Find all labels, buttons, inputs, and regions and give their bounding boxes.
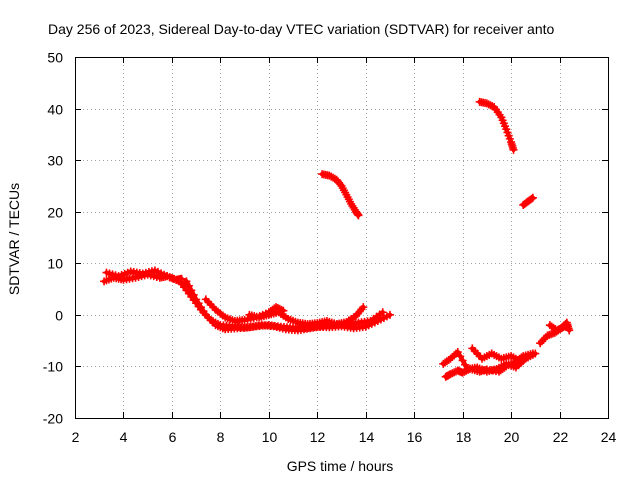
data-point: [486, 101, 495, 110]
data-point: [509, 145, 518, 154]
data-point: [359, 303, 368, 312]
y-tick-label: 10: [47, 256, 63, 272]
y-tick-label: 20: [47, 205, 63, 221]
x-tick-label: 20: [504, 429, 520, 445]
plot-frame: [75, 57, 609, 419]
x-tick-label: 8: [217, 429, 225, 445]
data-point: [453, 347, 462, 356]
x-tick-label: 6: [169, 429, 177, 445]
data-point: [451, 349, 460, 358]
data-point: [456, 352, 465, 361]
grid-lines: [75, 57, 608, 418]
y-tick-label: 30: [47, 153, 63, 169]
x-tick-label: 10: [262, 429, 278, 445]
data-point: [531, 349, 540, 358]
data-point: [516, 357, 525, 366]
x-axis-label: GPS time / hours: [287, 458, 394, 474]
series-track-l: [468, 344, 525, 366]
data-point: [458, 356, 467, 365]
data-point: [385, 310, 394, 319]
data-point: [528, 193, 537, 202]
series-track-n: [545, 318, 574, 335]
data-point: [184, 281, 193, 290]
y-tick-label: 0: [55, 308, 63, 324]
x-tick-label: 22: [553, 429, 569, 445]
data-point: [448, 369, 457, 378]
y-tick-label: 50: [47, 50, 63, 66]
series-track-f: [245, 303, 368, 329]
data-point: [488, 102, 497, 111]
data-point: [378, 308, 387, 317]
series-track-h: [475, 97, 518, 154]
data-point: [461, 360, 470, 369]
x-tick-label: 16: [407, 429, 423, 445]
data-series: [100, 97, 574, 381]
x-tick-label: 24: [601, 429, 617, 445]
data-point: [482, 99, 491, 108]
data-point: [458, 368, 467, 377]
x-tick-label: 2: [72, 429, 80, 445]
series-track-k: [439, 347, 540, 376]
data-point: [484, 100, 493, 109]
data-point: [354, 211, 363, 220]
y-tick-label: -20: [43, 411, 63, 427]
data-point: [565, 326, 574, 335]
y-tick-label: -10: [43, 359, 63, 375]
x-tick-label: 14: [359, 429, 375, 445]
series-track-i: [519, 193, 537, 210]
data-point: [187, 286, 196, 295]
x-tick-label: 4: [120, 429, 128, 445]
y-axis-label: SDTVAR / TECUs: [6, 183, 22, 295]
y-tick-label: 40: [47, 102, 63, 118]
x-tick-label: 12: [310, 429, 326, 445]
data-point: [527, 194, 536, 203]
chart-title: Day 256 of 2023, Sidereal Day-to-day VTE…: [48, 21, 555, 37]
x-tick-label: 18: [456, 429, 472, 445]
series-track-d: [182, 277, 387, 335]
data-point: [182, 277, 191, 286]
data-point: [446, 370, 455, 379]
data-point: [189, 290, 198, 299]
series-track-g: [318, 170, 363, 220]
